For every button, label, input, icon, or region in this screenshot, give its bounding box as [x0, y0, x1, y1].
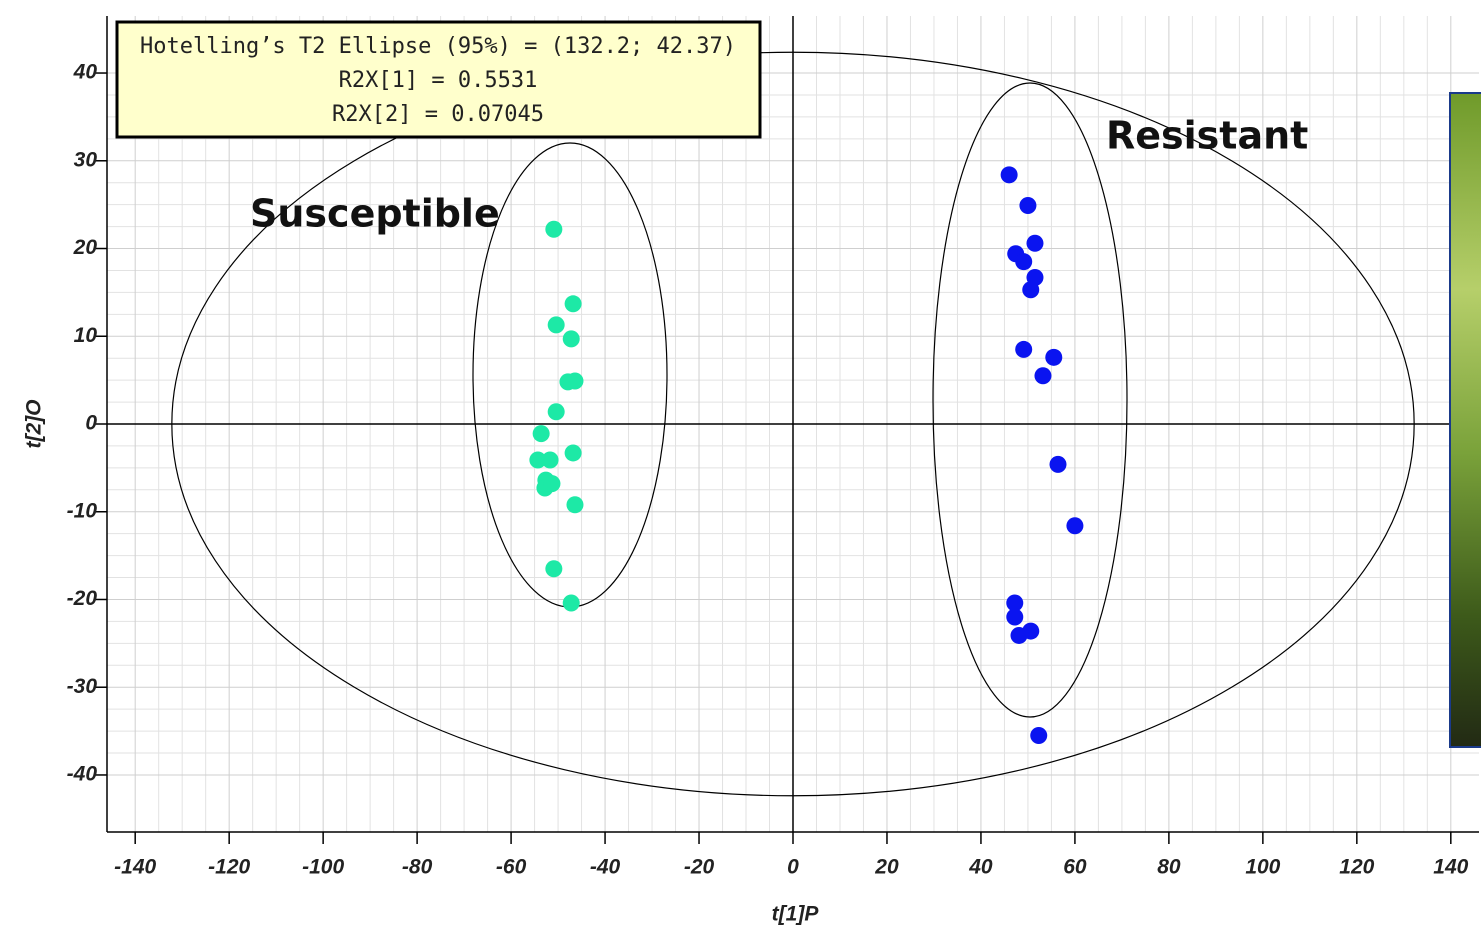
y-tick-label: 20 [73, 236, 98, 259]
point [1066, 517, 1084, 535]
point [564, 444, 582, 462]
point [1034, 367, 1052, 385]
group-label: Resistant [1106, 114, 1308, 158]
x-tick-label: 100 [1245, 856, 1280, 879]
x-tick-label: 120 [1339, 856, 1374, 879]
photo [1449, 92, 1481, 748]
point [541, 451, 559, 469]
point [1006, 594, 1024, 612]
point [532, 425, 550, 443]
y-tick-label: 10 [74, 324, 98, 347]
point [564, 295, 582, 313]
point [543, 475, 561, 493]
point [559, 373, 577, 391]
y-tick-label: -40 [67, 763, 98, 786]
point [545, 220, 563, 238]
point [562, 594, 580, 612]
y-tick-label: -20 [67, 587, 98, 610]
x-tick-label: 140 [1433, 856, 1468, 879]
annotation-box [115, 20, 762, 139]
point [1019, 197, 1037, 215]
annotation: R2X[1] = 0.5531 [339, 68, 538, 93]
point [1022, 281, 1040, 299]
x-tick-label: 60 [1063, 856, 1087, 879]
y-tick-label: 40 [73, 61, 98, 84]
y-axis-label: t[2]O [23, 400, 46, 449]
point [529, 451, 547, 469]
group-ellipse [932, 82, 1128, 718]
point [1022, 622, 1040, 640]
point [1030, 726, 1048, 744]
point [547, 316, 565, 334]
x-axis-label: t[1]P [772, 903, 820, 926]
x-tick-label: -60 [496, 856, 527, 879]
x-tick-label: -80 [402, 856, 433, 879]
y-tick-label: -10 [67, 499, 98, 522]
point [545, 560, 563, 578]
x-tick-label: -120 [208, 856, 250, 879]
x-tick-label: 20 [874, 856, 899, 879]
hotelling-ellipse [171, 51, 1415, 797]
x-tick-label: -100 [302, 856, 344, 879]
x-tick-label: 40 [968, 856, 993, 879]
point [1000, 166, 1018, 184]
x-tick-label: 80 [1157, 856, 1181, 879]
group-label: Susceptible [250, 192, 500, 236]
point [566, 496, 584, 514]
point [1015, 340, 1033, 358]
y-tick-label: 0 [85, 412, 97, 435]
x-tick-label: -40 [590, 856, 621, 879]
point [1026, 234, 1044, 252]
point [1049, 455, 1067, 473]
annotation: Hotelling’s T2 Ellipse (95%) = (132.2; 4… [140, 34, 736, 59]
y-tick-label: 30 [74, 148, 98, 171]
y-tick-label: -30 [67, 675, 98, 698]
point [562, 330, 580, 348]
point [1015, 253, 1033, 271]
point [1045, 348, 1063, 366]
x-tick-label: -20 [684, 856, 715, 879]
x-tick-label: -140 [114, 856, 156, 879]
x-tick-label: 0 [787, 856, 799, 879]
point [1006, 608, 1024, 626]
point [547, 403, 565, 421]
annotation: R2X[2] = 0.07045 [332, 102, 544, 127]
